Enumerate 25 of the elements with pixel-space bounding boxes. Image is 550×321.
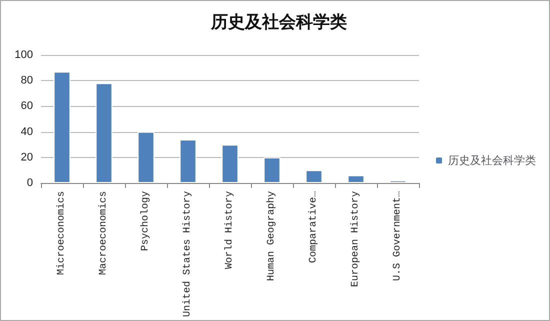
y-tick-label: 0 [26,176,33,189]
y-tick-label: 40 [20,126,33,138]
bar [138,132,154,183]
y-tick-label: 100 [14,49,33,61]
chart-title: 历史及社会科学类 [210,12,347,32]
x-tick-label: Psychology [140,190,152,251]
bar [222,144,238,183]
bar [264,157,280,183]
bar [180,139,196,183]
bar [306,170,322,183]
bar [54,72,70,183]
legend-label: 历史及社会科学类 [448,154,536,167]
x-tick-label: Human Geography [266,190,278,281]
x-tick-label: U.S Government… [392,190,404,281]
x-tick-label: Microeconomics [56,190,68,275]
y-tick-label: 80 [20,74,33,87]
x-tick-label: World History [224,190,236,269]
x-tick-label: Comparative… [308,190,320,263]
bar [348,175,364,183]
bar [96,83,112,183]
y-tick-label: 60 [20,100,33,112]
x-tick-label: European History [350,190,362,287]
x-tick-label: Macroeconomics [98,190,110,275]
x-tick-label: United States History [182,190,194,318]
y-tick-label: 20 [20,151,33,164]
